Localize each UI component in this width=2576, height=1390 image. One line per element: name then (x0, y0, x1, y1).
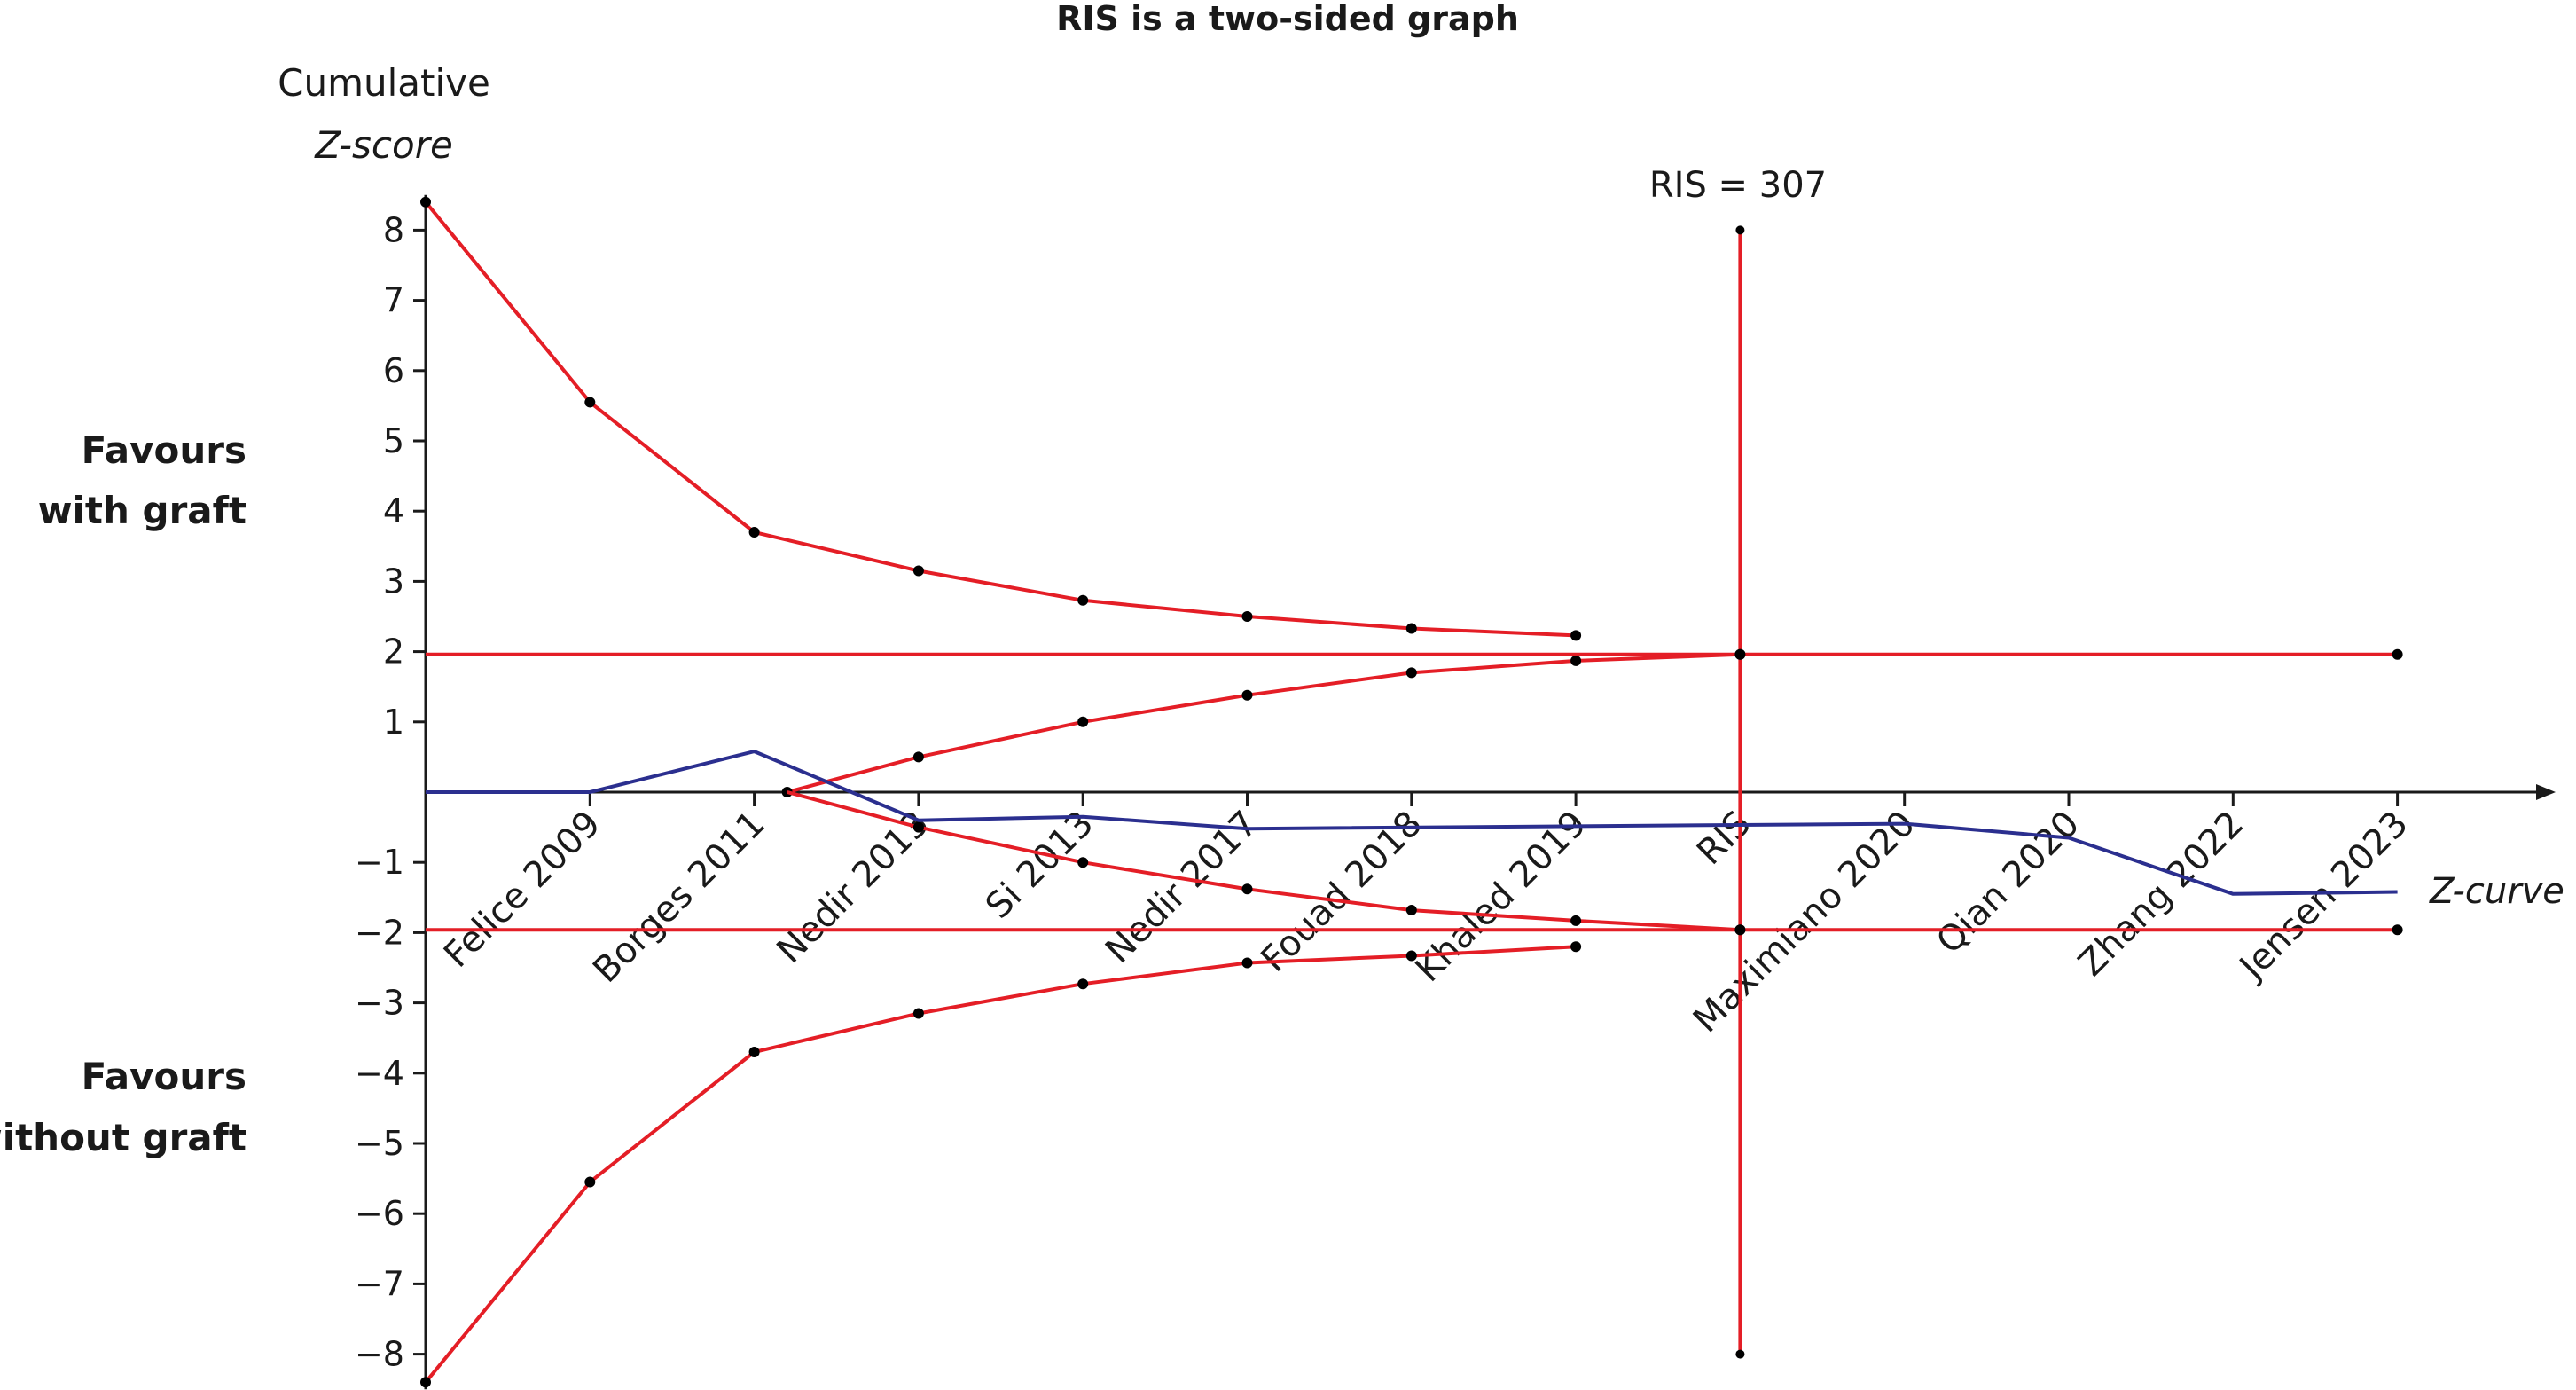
series-point-lower-boundary (748, 1047, 760, 1058)
y-tick-label: −6 (355, 1194, 404, 1233)
series-point-lower-conventional (2392, 924, 2403, 936)
series-point-upper-boundary (1570, 630, 1582, 641)
series-point-upper-conventional (1734, 648, 1746, 660)
y-tick-label: 4 (383, 491, 404, 530)
series-point-upper-futility (781, 787, 793, 797)
y-axis-label-line2: Z-score (314, 123, 453, 167)
series-line-upper-futility (787, 652, 1741, 794)
favours-with-graft-line1: Favours (82, 428, 247, 472)
plot-area: 8 7 6 5 4 3 2 1 −1 −2 −3 −4 −5 −6 −7 −8 Felice 2009Borge… (355, 194, 2556, 1390)
series-point-lower-futility (1570, 915, 1582, 926)
x-axis-arrowhead (2536, 784, 2556, 800)
y-tick-label: −2 (355, 913, 404, 952)
chart-title: RIS is a two-sided graph (1056, 0, 1519, 38)
ris-line-endpoint (1735, 225, 1745, 235)
series-point-lower-boundary (912, 1008, 924, 1019)
x-category-label: Felice 2009 (436, 804, 608, 976)
y-tick-label: 5 (383, 421, 404, 460)
series-point-lower-boundary (1077, 978, 1089, 990)
y-tick-label: −3 (355, 984, 404, 1023)
series-point-upper-conventional (2392, 648, 2403, 660)
x-category-label: Khaled 2019 (1408, 804, 1595, 991)
y-tick-label: −5 (355, 1124, 404, 1163)
series-line-lower-futility (787, 790, 1741, 932)
ris-line-endpoint (1735, 1349, 1745, 1359)
series-line-upper-boundary (424, 200, 1577, 638)
x-category-label: Borges 2011 (585, 804, 772, 991)
series-point-lower-conventional (1734, 924, 1746, 936)
y-axis-label-line1: Cumulative (278, 61, 490, 105)
y-tick-label: 3 (383, 561, 404, 601)
y-tick-label: −4 (355, 1054, 404, 1093)
favours-with-graft-line2: with graft (38, 489, 247, 532)
series-point-lower-boundary (584, 1176, 596, 1188)
x-axis-label: Z-curve (2429, 871, 2564, 912)
series-point-lower-futility (1241, 883, 1253, 895)
series-point-lower-boundary (420, 1377, 431, 1388)
series-point-upper-boundary (420, 196, 431, 208)
series-point-upper-boundary (1241, 611, 1253, 622)
series-line-lower-boundary (424, 945, 1577, 1384)
y-tick-label: 8 (383, 210, 404, 249)
series-point-lower-futility (1405, 905, 1417, 916)
series-point-upper-boundary (912, 565, 924, 577)
x-category-label: Nedir 2013 (769, 804, 937, 972)
series-point-upper-futility (1241, 689, 1253, 701)
x-category-label: RIS (1689, 804, 1758, 873)
y-tick-label: 7 (383, 281, 404, 320)
x-category-label: Zhang 2022 (2071, 804, 2251, 985)
series-point-upper-futility (912, 751, 924, 763)
y-tick-label: 6 (383, 351, 404, 390)
series-point-lower-boundary (1405, 950, 1417, 962)
y-tick-label: −1 (355, 843, 404, 882)
ris-label: RIS = 307 (1649, 165, 1827, 206)
series-point-lower-boundary (1570, 941, 1582, 953)
favours-without-graft-line1: Favours (82, 1055, 247, 1098)
series-point-upper-futility (1077, 716, 1089, 727)
y-tick-label: −8 (355, 1335, 404, 1374)
series-point-upper-boundary (748, 526, 760, 538)
series-point-lower-futility (912, 821, 924, 833)
series-point-lower-boundary (1241, 957, 1253, 969)
series-point-upper-boundary (1405, 623, 1417, 634)
series-point-upper-boundary (1077, 594, 1089, 606)
y-tick-label: 1 (383, 703, 404, 742)
series-point-upper-futility (1405, 667, 1417, 679)
y-tick-label: 2 (383, 632, 404, 671)
favours-without-graft-line2: without graft (0, 1116, 247, 1159)
series-line-z-curve (426, 750, 2398, 896)
x-category-label: Jensen 2023 (2230, 804, 2415, 989)
series-point-upper-boundary (584, 397, 596, 408)
series-point-upper-futility (1570, 655, 1582, 666)
y-tick-label: −7 (355, 1264, 404, 1303)
series-point-lower-futility (1077, 857, 1089, 868)
